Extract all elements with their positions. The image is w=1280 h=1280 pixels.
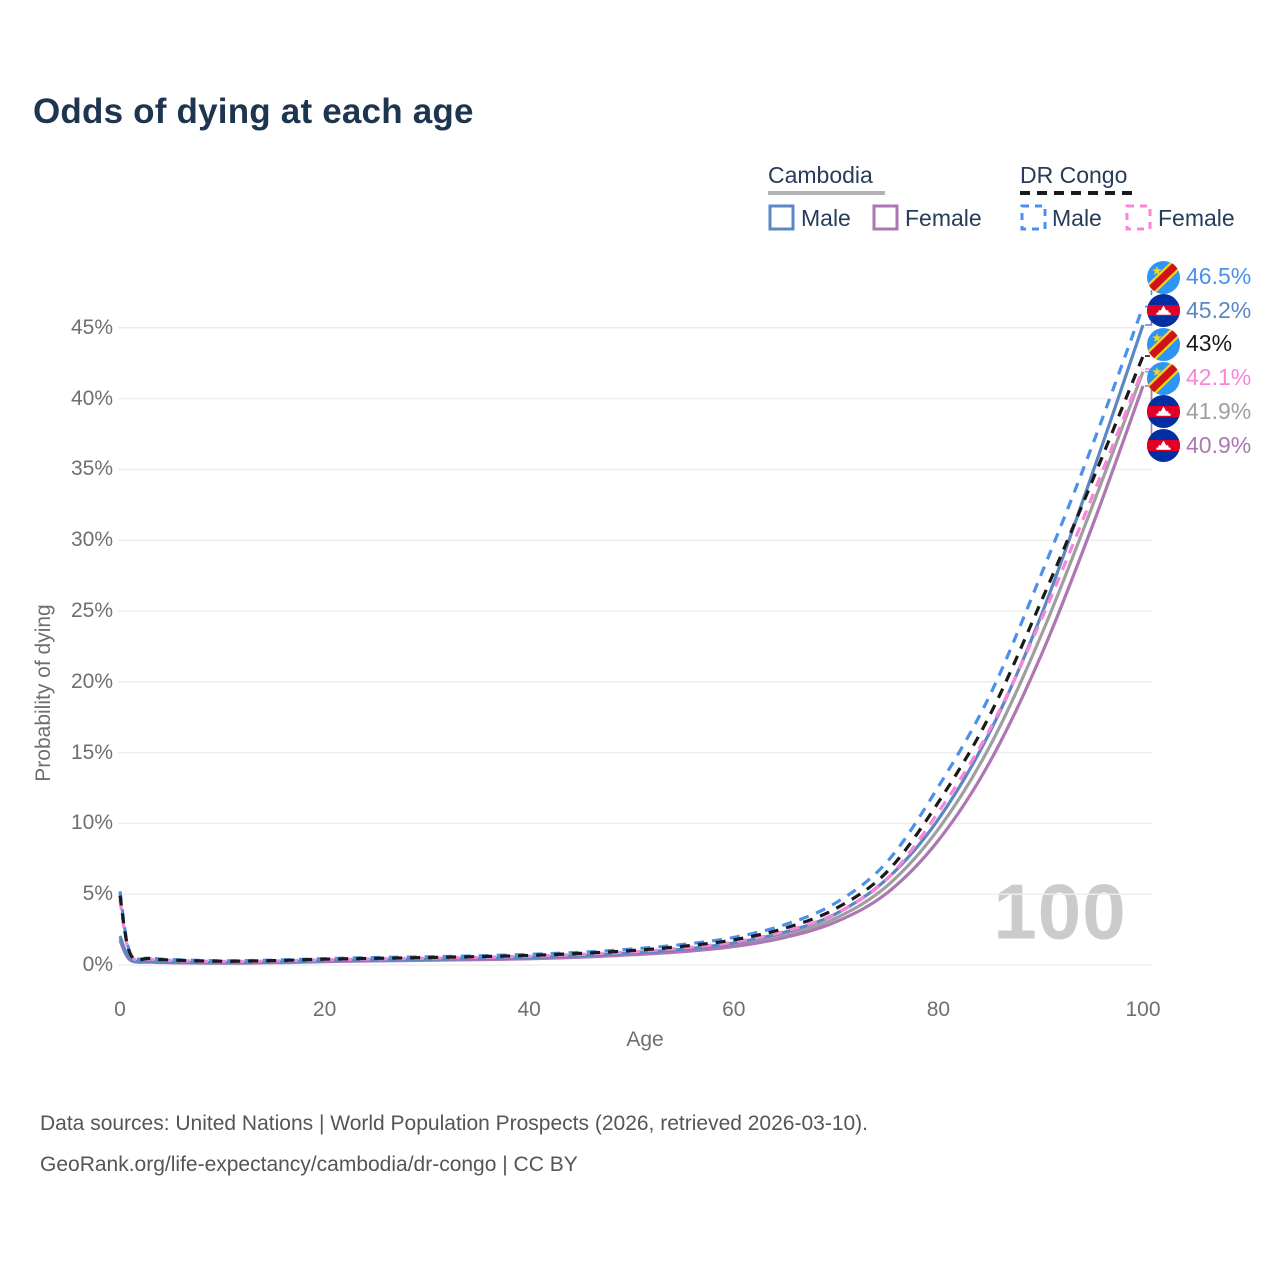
y-tick-25: 25% (70, 599, 113, 622)
series-line-camb-male (118, 324, 1145, 965)
end-label-drc-comb: 43% (1186, 330, 1233, 357)
cambodia-flag-icon (1147, 429, 1180, 462)
legend-group-drcongo-title: DR Congo (1020, 162, 1128, 188)
y-tick-10: 10% (70, 811, 113, 835)
legend-group-cambodia-title: Cambodia (768, 162, 873, 188)
series-line-drc-comb (118, 355, 1145, 963)
legend-swatch-cambodia-male[interactable] (768, 204, 795, 231)
y-tick-40: 40% (70, 386, 113, 410)
series-line-camb-comb (118, 371, 1145, 965)
dr-congo-flag-icon (1147, 261, 1180, 294)
end-label-camb-male: 45.2% (1186, 296, 1252, 323)
legend-label-drcongo-male[interactable]: Male (1052, 205, 1102, 231)
legend-swatch-drcongo-female[interactable] (1125, 204, 1152, 231)
legend-label-drcongo-female[interactable]: Female (1158, 205, 1235, 231)
y-tick-45: 45% (70, 315, 113, 339)
y-tick-15: 15% (70, 740, 113, 764)
age-indicator-watermark: 100 (993, 867, 1127, 956)
legend-swatch-cambodia-female[interactable] (872, 204, 899, 231)
cambodia-flag-icon (1147, 395, 1180, 428)
x-tick-40: 40 (517, 998, 541, 1021)
legend-label-cambodia-female[interactable]: Female (905, 205, 982, 231)
cambodia-flag-icon (1147, 294, 1180, 327)
series-lines (118, 306, 1145, 965)
x-tick-0: 0 (114, 998, 126, 1021)
footer-attribution: GeoRank.org/life-expectancy/cambodia/dr-… (40, 1153, 578, 1176)
gridlines (118, 327, 1152, 966)
y-tick-0: 0% (82, 953, 113, 976)
page-title: Odds of dying at each age (33, 92, 474, 131)
cambodia-underline (768, 191, 885, 195)
x-tick-80: 80 (926, 998, 951, 1021)
drcongo-underline (1020, 191, 1137, 195)
footer-data-sources: Data sources: United Nations | World Pop… (40, 1112, 869, 1135)
x-tick-20: 20 (312, 998, 337, 1021)
y-tick-30: 30% (70, 528, 113, 552)
x-tick-100: 100 (1125, 998, 1161, 1021)
series-line-drc-female (118, 368, 1145, 964)
end-label-drc-male: 46.5% (1186, 263, 1252, 289)
y-tick-5: 5% (82, 882, 113, 906)
dr-congo-flag-icon (1147, 362, 1180, 395)
end-label-camb-comb: 41.9% (1186, 397, 1252, 424)
y-tick-20: 20% (70, 669, 113, 693)
x-tick-60: 60 (722, 998, 746, 1021)
dr-congo-flag-icon (1147, 328, 1180, 361)
legend-swatch-drcongo-male[interactable] (1020, 204, 1047, 231)
series-line-drc-male (118, 306, 1145, 963)
legend-label-cambodia-male[interactable]: Male (801, 205, 851, 231)
end-label-drc-female: 42.1% (1186, 364, 1252, 391)
y-tick-35: 35% (70, 457, 113, 481)
x-axis-title: Age (626, 1028, 664, 1051)
series-line-camb-female (118, 385, 1145, 965)
end-label-camb-female: 40.9% (1186, 431, 1252, 458)
